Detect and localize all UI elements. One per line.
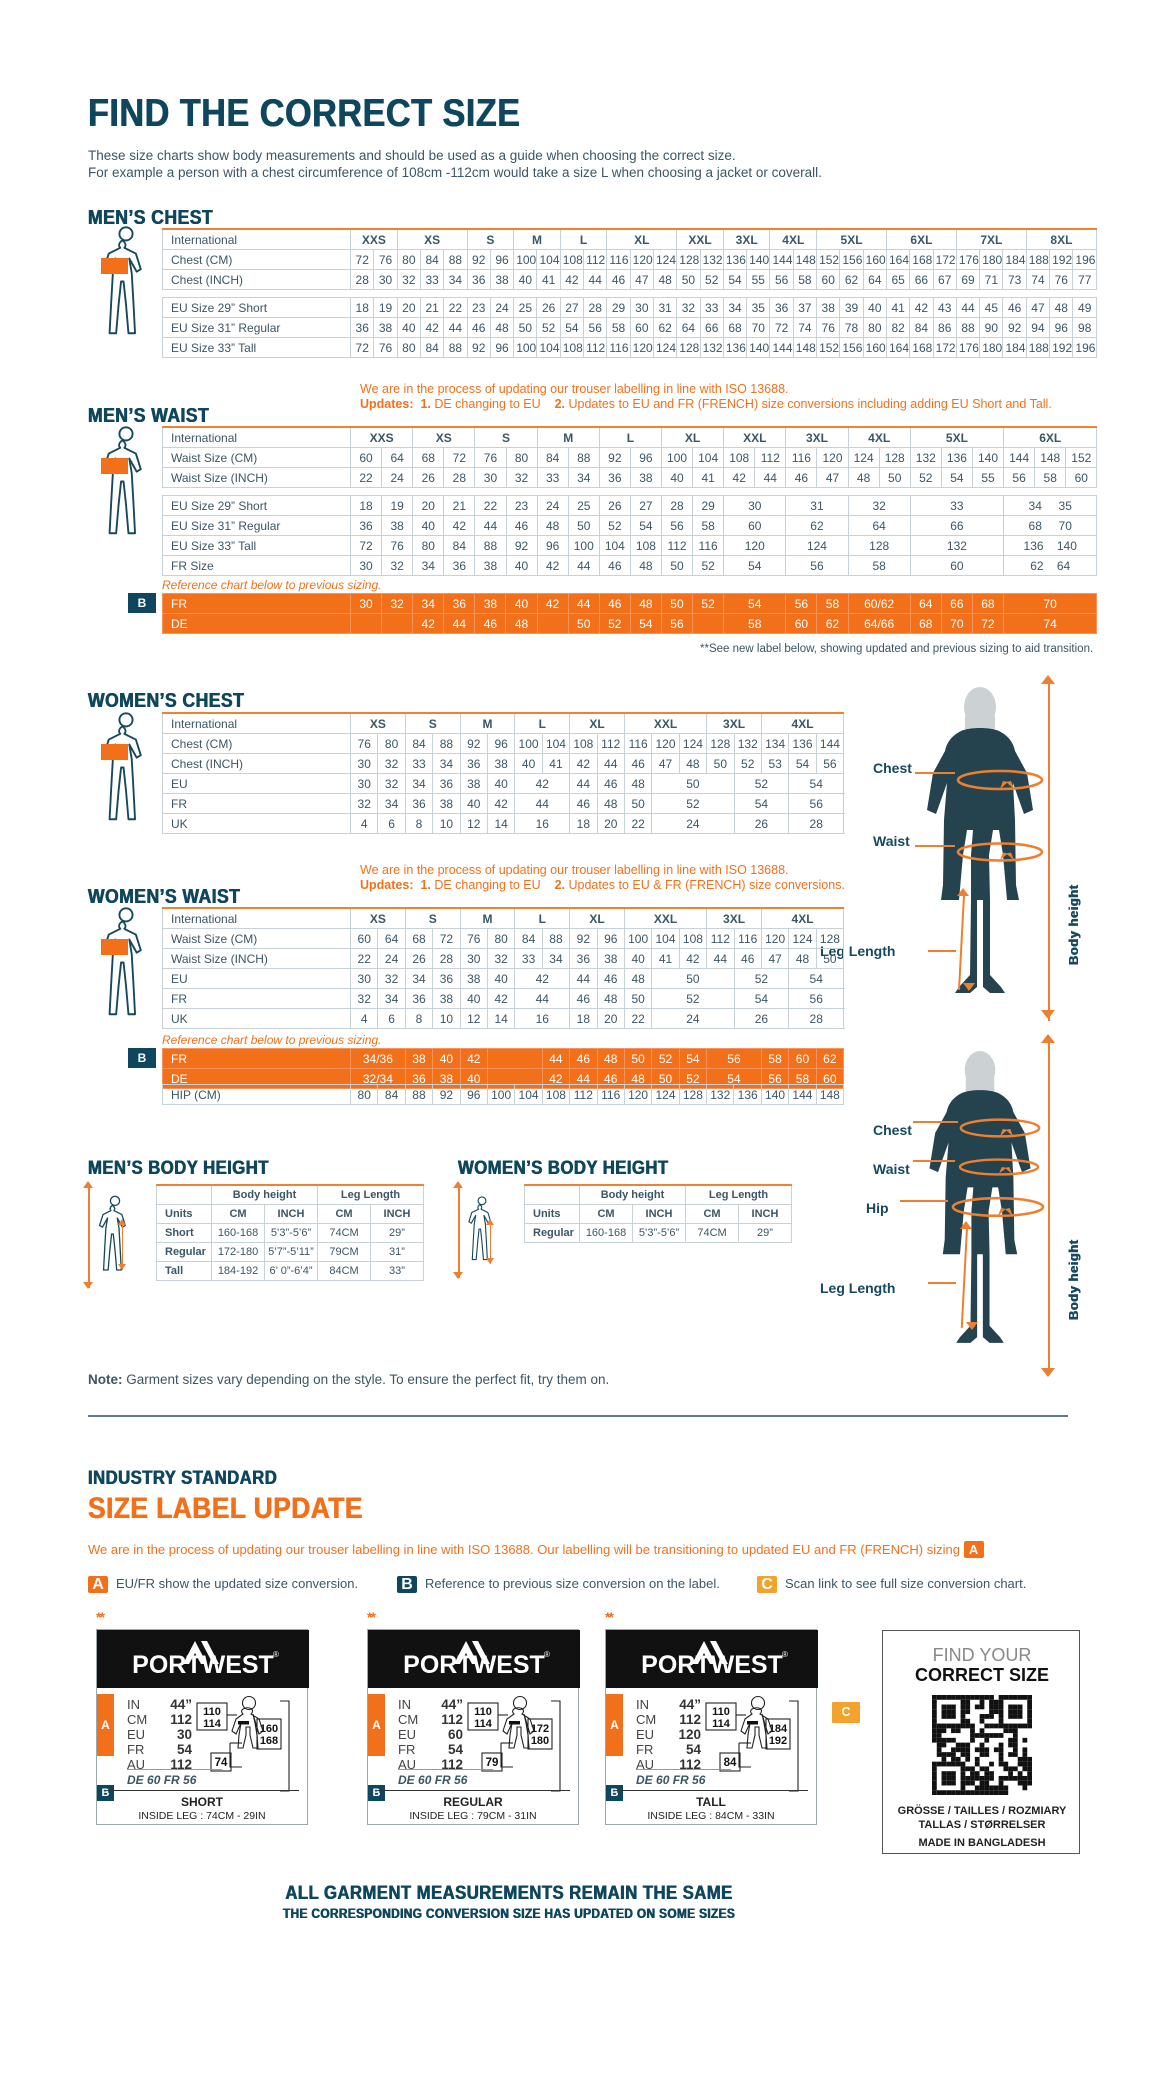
svg-text:192: 192	[769, 1735, 787, 1747]
svg-text:®: ®	[782, 1650, 788, 1659]
svg-text:PORTWEST: PORTWEST	[403, 1651, 545, 1679]
svg-text:®: ®	[544, 1650, 550, 1659]
svg-text:PORTWEST: PORTWEST	[641, 1651, 783, 1679]
svg-text:PORTWEST: PORTWEST	[132, 1651, 274, 1679]
svg-text:®: ®	[273, 1650, 279, 1659]
svg-text:160: 160	[260, 1723, 278, 1735]
svg-text:180: 180	[531, 1735, 549, 1747]
svg-text:172: 172	[531, 1723, 549, 1735]
svg-text:79: 79	[486, 1757, 499, 1769]
svg-text:84: 84	[724, 1757, 737, 1769]
svg-text:168: 168	[260, 1735, 278, 1747]
svg-text:74: 74	[215, 1757, 228, 1769]
svg-text:184: 184	[769, 1723, 788, 1735]
